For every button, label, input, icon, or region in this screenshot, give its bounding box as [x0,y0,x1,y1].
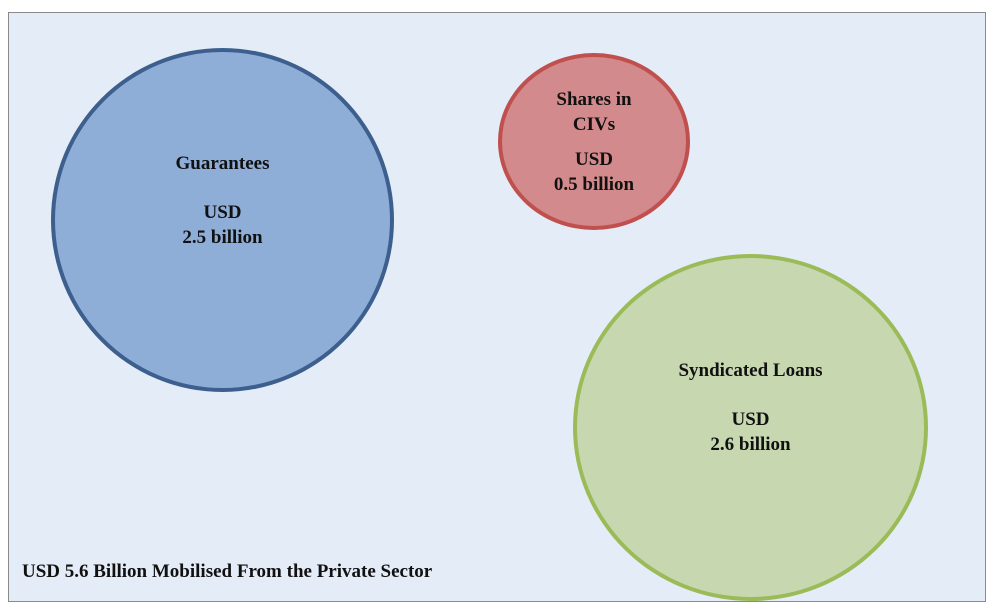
bubble: Shares in CIVs USD 0.5 billion [498,53,690,230]
bubble-label: Syndicated Loans [678,360,823,381]
bubble-label: Shares in CIVs [556,88,632,135]
footer-caption: USD 5.6 Billion Mobilised From the Priva… [22,561,433,582]
bubble: Syndicated Loans USD 2.6 billion [573,254,928,601]
bubble: Guarantees USD 2.5 billion [51,48,394,392]
bubble-amount: 0.5 billion [553,173,635,195]
bubble-label: Guarantees [175,152,270,174]
bubble-currency: USD [574,148,613,170]
bubble-amount: 2.6 billion [710,434,791,455]
bubble-amount: 2.5 billion [182,226,263,248]
bubble-currency: USD [203,201,242,223]
bubble-currency: USD [731,409,770,430]
